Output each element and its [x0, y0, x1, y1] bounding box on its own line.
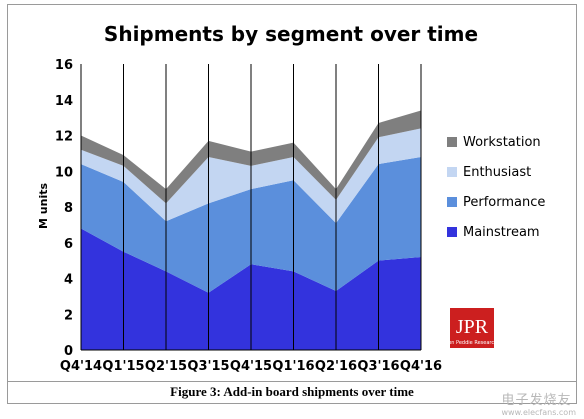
watermark-text: 电子发烧友: [501, 393, 572, 408]
legend-label-enthusiast: Enthusiast: [463, 165, 531, 180]
grid-lines: [80, 64, 422, 351]
x-tick-label: Q4'16: [400, 359, 442, 374]
x-tick-label: Q2'15: [145, 359, 187, 374]
y-tick-label: 4: [64, 273, 73, 288]
jpr-logo: JPR Jon Peddie Research: [446, 308, 498, 348]
x-tick-label: Q2'16: [315, 359, 357, 374]
y-tick-label: 16: [55, 58, 73, 73]
y-tick-label: 2: [64, 308, 73, 323]
legend-swatch-performance: [447, 197, 457, 207]
legend-swatch-mainstream: [447, 227, 457, 237]
y-tick-label: 6: [64, 237, 73, 252]
logo-text: JPR: [456, 316, 489, 338]
x-tick-label: Q1'16: [272, 359, 314, 374]
logo-subtext: Jon Peddie Research: [446, 340, 498, 346]
legend-label-workstation: Workstation: [463, 135, 541, 150]
y-tick-label: 8: [64, 201, 73, 216]
y-tick-label: 10: [55, 165, 73, 180]
x-tick-label: Q4'14: [60, 359, 102, 374]
y-tick-label: 12: [55, 130, 73, 145]
legend-swatch-enthusiast: [447, 167, 457, 177]
y-axis-label: M units: [37, 183, 50, 229]
watermark: 电子发烧友 www.elecfans.com: [502, 389, 577, 417]
x-tick-label: Q4'15: [230, 359, 272, 374]
watermark-url: www.elecfans.com: [501, 408, 577, 417]
figure-caption: Figure 3: Add-in board shipments over ti…: [7, 382, 577, 404]
legend-swatch-workstation: [447, 137, 457, 147]
x-tick-label: Q3'15: [187, 359, 229, 374]
legend-label-performance: Performance: [463, 195, 545, 210]
x-tick-label: Q3'16: [357, 359, 399, 374]
x-axis: Q4'14 Q1'15 Q2'15 Q3'15 Q4'15 Q1'16 Q2'16 Q3'16…: [60, 359, 442, 374]
chart-title: Shipments by segment over time: [104, 22, 478, 46]
legend-label-mainstream: Mainstream: [463, 225, 540, 240]
legend: Workstation Enthusiast Performance Mainstre…: [447, 135, 545, 240]
y-axis: 0 2 4 6 8 10 12 14 16: [55, 58, 73, 359]
x-tick-label: Q1'15: [102, 359, 144, 374]
y-tick-label: 14: [55, 94, 73, 109]
y-tick-label: 0: [64, 344, 73, 359]
